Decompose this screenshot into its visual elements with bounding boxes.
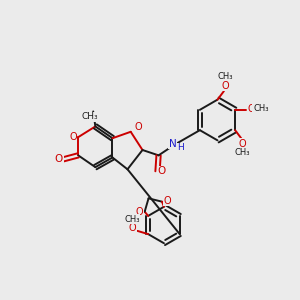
Text: O: O <box>55 154 63 164</box>
Text: CH₃: CH₃ <box>253 104 268 113</box>
Text: O: O <box>164 196 171 206</box>
Text: O: O <box>128 223 136 233</box>
Text: CH₃: CH₃ <box>235 148 250 157</box>
Text: O: O <box>239 139 246 149</box>
Text: CH₃: CH₃ <box>217 72 233 81</box>
Text: O: O <box>248 104 255 114</box>
Text: O: O <box>134 122 142 133</box>
Text: O: O <box>69 132 77 142</box>
Text: O: O <box>158 167 166 176</box>
Text: H: H <box>177 143 183 152</box>
Text: O: O <box>221 81 229 91</box>
Text: CH₃: CH₃ <box>124 214 140 224</box>
Text: CH₃: CH₃ <box>82 112 98 121</box>
Text: N: N <box>169 139 176 148</box>
Text: O: O <box>136 207 143 217</box>
